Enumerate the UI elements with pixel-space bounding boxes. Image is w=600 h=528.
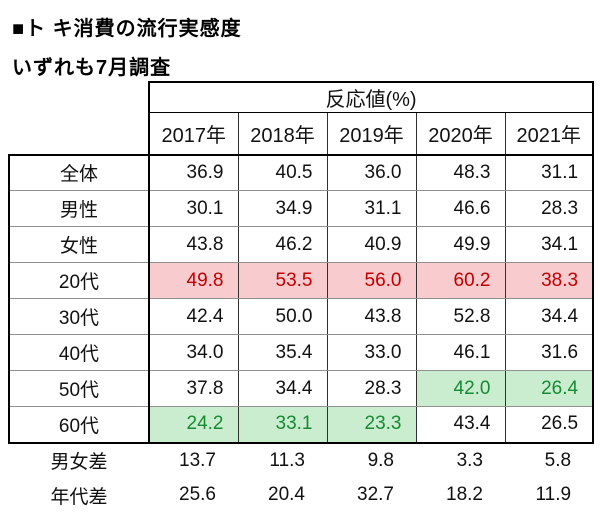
value-cell: 52.8 xyxy=(415,298,506,335)
table-row: 女性 43.8 46.2 40.9 49.9 34.1 xyxy=(8,226,595,263)
value-cell: 60.2 xyxy=(415,262,506,299)
footer-value-cell: 20.4 xyxy=(268,484,305,505)
value-cell: 31.6 xyxy=(504,334,595,371)
footer-value-cell: 11.3 xyxy=(269,449,305,471)
value-cell: 24.2 xyxy=(148,406,239,444)
value-cell: 36.0 xyxy=(326,153,417,191)
value-cell: 35.4 xyxy=(237,334,328,371)
value-cell: 34.1 xyxy=(504,226,595,263)
value-cell: 26.5 xyxy=(504,406,595,444)
value-cell: 28.3 xyxy=(326,370,417,407)
row-label: 20代 xyxy=(8,262,150,299)
corner-spacer xyxy=(9,82,149,155)
table-row: 40代 34.0 35.4 33.0 46.1 31.6 xyxy=(8,334,595,371)
value-cell: 46.2 xyxy=(237,226,328,263)
footer-row-label: 年代差 xyxy=(50,486,108,508)
table-row-gender-gap: 男女差 13.7 11.3 9.8 3.3 5.8 xyxy=(9,443,593,478)
column-header-2018: 2018年 xyxy=(237,112,328,156)
data-table: 反応値(%) 2017年 2018年 2019年 2020年 2021年 全体 … xyxy=(8,81,595,513)
footer-value-cell: 18.2 xyxy=(446,484,483,505)
table-row: 全体 36.9 40.5 36.0 48.3 31.1 xyxy=(8,153,595,191)
value-cell: 43.8 xyxy=(326,298,417,335)
footer-value-cell: 5.8 xyxy=(544,449,572,471)
value-cell: 42.0 xyxy=(415,370,506,407)
row-label: 30代 xyxy=(8,298,150,335)
footer-value-cell: 11.9 xyxy=(535,484,572,505)
value-cell: 34.4 xyxy=(237,370,328,407)
value-cell: 28.3 xyxy=(504,190,595,227)
column-header-2021: 2021年 xyxy=(504,112,595,156)
footer-value-cell: 3.3 xyxy=(456,449,483,471)
table-row-age-gap: 年代差 25.6 20.4 32.7 18.2 11.9 xyxy=(9,478,593,513)
group-header: 反応値(%) xyxy=(147,81,595,113)
column-header-2020: 2020年 xyxy=(415,112,506,156)
footer-row-label: 男女差 xyxy=(50,452,108,473)
row-label: 40代 xyxy=(8,334,150,371)
table-row: 50代 37.8 34.4 28.3 42.0 26.4 xyxy=(8,370,595,407)
value-cell: 30.1 xyxy=(148,190,239,227)
column-header-2019: 2019年 xyxy=(326,112,417,156)
value-cell: 50.0 xyxy=(237,298,328,335)
value-cell: 23.3 xyxy=(326,406,417,444)
value-cell: 46.1 xyxy=(415,334,506,371)
row-label: 60代 xyxy=(8,406,150,444)
value-cell: 31.1 xyxy=(504,153,595,191)
value-cell: 43.8 xyxy=(148,226,239,263)
value-cell: 49.8 xyxy=(148,262,239,299)
table-row: 60代 24.2 33.1 23.3 43.4 26.5 xyxy=(8,406,595,444)
row-label: 女性 xyxy=(8,226,150,263)
value-cell: 53.5 xyxy=(237,262,328,299)
footer-value-cell: 32.7 xyxy=(357,484,394,505)
footer-value-cell: 25.6 xyxy=(179,484,216,505)
value-cell: 33.1 xyxy=(237,406,328,444)
value-cell: 49.9 xyxy=(415,226,506,263)
value-cell: 26.4 xyxy=(504,370,595,407)
row-label: 全体 xyxy=(8,153,150,191)
value-cell: 46.6 xyxy=(415,190,506,227)
value-cell: 42.4 xyxy=(148,298,239,335)
row-label: 男性 xyxy=(8,190,150,227)
value-cell: 40.5 xyxy=(237,153,328,191)
value-cell: 56.0 xyxy=(326,262,417,299)
row-label: 50代 xyxy=(8,370,150,407)
table-row: 男性 30.1 34.9 31.1 46.6 28.3 xyxy=(8,190,595,227)
table-row: 20代 49.8 53.5 56.0 60.2 38.3 xyxy=(8,262,595,299)
value-cell: 48.3 xyxy=(415,153,506,191)
survey-note: いずれも7月調査 xyxy=(12,57,172,79)
footer-value-cell: 13.7 xyxy=(179,449,216,471)
table-row: 30代 42.4 50.0 43.8 52.8 34.4 xyxy=(8,298,595,335)
value-cell: 34.0 xyxy=(148,334,239,371)
page-title: ■ト キ消費の流行実感度 xyxy=(12,18,242,40)
value-cell: 34.9 xyxy=(237,190,328,227)
value-cell: 38.3 xyxy=(504,262,595,299)
value-cell: 40.9 xyxy=(326,226,417,263)
footer-value-cell: 9.8 xyxy=(367,449,394,471)
value-cell: 34.4 xyxy=(504,298,595,335)
value-cell: 37.8 xyxy=(148,370,239,407)
value-cell: 36.9 xyxy=(148,153,239,191)
value-cell: 43.4 xyxy=(415,406,506,444)
column-header-2017: 2017年 xyxy=(148,112,239,156)
value-cell: 31.1 xyxy=(326,190,417,227)
value-cell: 33.0 xyxy=(326,334,417,371)
